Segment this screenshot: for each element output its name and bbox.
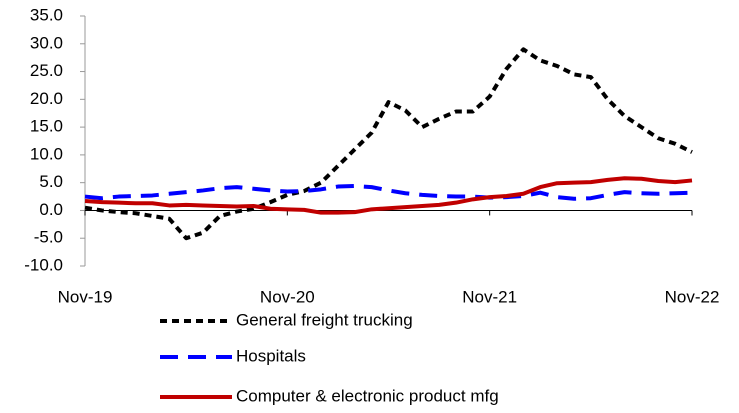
y-tick-label: 10.0	[30, 144, 63, 163]
y-tick-label: -5.0	[34, 228, 63, 247]
legend-label: Computer & electronic product mfg	[236, 386, 499, 405]
legend-label: General freight trucking	[236, 310, 413, 329]
y-tick-label: 20.0	[30, 89, 63, 108]
y-tick-label: 5.0	[39, 172, 63, 191]
y-tick-label: 30.0	[30, 33, 63, 52]
x-tick-label: Nov-22	[665, 287, 720, 306]
y-tick-label: -10.0	[24, 255, 63, 274]
x-tick-label: Nov-21	[462, 287, 517, 306]
y-tick-label: 15.0	[30, 117, 63, 136]
series-line	[84, 176, 693, 215]
x-tick-label: Nov-20	[260, 287, 315, 306]
y-tick-label: 0.0	[39, 200, 63, 219]
y-tick-label: 35.0	[30, 5, 63, 24]
x-tick-label: Nov-19	[58, 287, 113, 306]
series-line	[84, 47, 693, 241]
y-tick-label: 25.0	[30, 61, 63, 80]
series-line	[84, 184, 693, 201]
legend-label: Hospitals	[236, 346, 306, 365]
